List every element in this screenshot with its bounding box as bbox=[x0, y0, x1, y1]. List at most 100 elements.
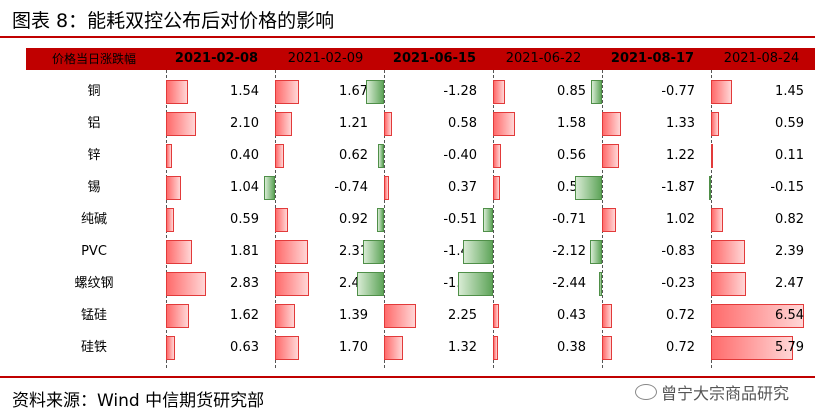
value-bar bbox=[711, 144, 713, 168]
value-bar bbox=[275, 208, 289, 232]
value-bar bbox=[590, 240, 602, 264]
value-label: -0.71 bbox=[552, 212, 586, 227]
value-label: 0.63 bbox=[230, 340, 259, 355]
value-bar bbox=[275, 144, 284, 168]
value-bar bbox=[458, 272, 493, 296]
value-label: -2.12 bbox=[552, 244, 586, 259]
value-bar bbox=[384, 336, 403, 360]
row-label: 螺纹钢 bbox=[74, 276, 114, 291]
value-label: -1.28 bbox=[443, 84, 477, 99]
value-label: 2.25 bbox=[448, 308, 477, 323]
value-label: -2.44 bbox=[552, 276, 586, 291]
row-label: 锡 bbox=[87, 180, 101, 195]
value-bar bbox=[275, 240, 308, 264]
value-bar bbox=[493, 176, 501, 200]
value-label: 0.56 bbox=[557, 148, 586, 163]
value-label: -0.83 bbox=[661, 244, 695, 259]
value-bar bbox=[708, 176, 711, 200]
value-label: 1.45 bbox=[775, 84, 804, 99]
value-label: 0.38 bbox=[557, 340, 586, 355]
value-label: 1.62 bbox=[230, 308, 259, 323]
value-label: -0.23 bbox=[661, 276, 695, 291]
value-bar bbox=[378, 144, 384, 168]
value-label: 2.10 bbox=[230, 116, 259, 131]
header-date: 2021-06-22 bbox=[505, 51, 582, 66]
value-label: 0.82 bbox=[775, 212, 804, 227]
value-bar bbox=[711, 240, 745, 264]
value-bar bbox=[493, 144, 501, 168]
value-label: 1.58 bbox=[557, 116, 586, 131]
value-label: 0.40 bbox=[230, 148, 259, 163]
value-bar bbox=[711, 80, 732, 104]
value-label: 0.92 bbox=[339, 212, 368, 227]
value-label: 0.59 bbox=[775, 116, 804, 131]
value-bar bbox=[166, 272, 207, 296]
value-label: -0.77 bbox=[661, 84, 695, 99]
value-label: 1.67 bbox=[339, 84, 368, 99]
value-label: 1.81 bbox=[230, 244, 259, 259]
value-label: 0.37 bbox=[448, 180, 477, 195]
value-label: 1.54 bbox=[230, 84, 259, 99]
value-bar bbox=[384, 176, 390, 200]
value-label: 2.47 bbox=[775, 276, 804, 291]
value-bar bbox=[275, 272, 310, 296]
value-label: -0.51 bbox=[443, 212, 477, 227]
row-label: 铝 bbox=[87, 116, 101, 131]
value-bar bbox=[602, 208, 617, 232]
value-label: 1.32 bbox=[448, 340, 477, 355]
value-bar bbox=[493, 80, 506, 104]
value-bar bbox=[166, 336, 175, 360]
value-bar bbox=[275, 112, 293, 136]
value-bar bbox=[384, 304, 416, 328]
value-bar bbox=[711, 112, 720, 136]
wechat-icon bbox=[634, 384, 657, 400]
value-bar bbox=[275, 80, 299, 104]
value-bar bbox=[166, 304, 189, 328]
value-bar bbox=[711, 208, 723, 232]
value-bar bbox=[602, 304, 613, 328]
value-bar bbox=[275, 336, 300, 360]
value-label: 0.43 bbox=[557, 308, 586, 323]
value-bar bbox=[365, 80, 384, 104]
value-label: 2.39 bbox=[775, 244, 804, 259]
header-date: 2021-08-24 bbox=[723, 51, 800, 66]
zero-axis bbox=[493, 70, 494, 368]
row-label: 硅铁 bbox=[80, 340, 107, 355]
value-bar bbox=[493, 304, 500, 328]
value-label: 1.04 bbox=[230, 180, 259, 195]
value-bar bbox=[166, 112, 196, 136]
watermark: 曾宁大宗商品研究 bbox=[634, 380, 789, 404]
value-bar bbox=[376, 208, 384, 232]
value-label: -0.74 bbox=[334, 180, 368, 195]
value-bar bbox=[166, 240, 192, 264]
value-bar bbox=[275, 304, 295, 328]
row-label: 纯碱 bbox=[80, 212, 107, 227]
header-date: 2021-08-17 bbox=[610, 51, 695, 66]
value-label: 1.70 bbox=[339, 340, 368, 355]
value-bar bbox=[363, 240, 384, 264]
row-label: 铜 bbox=[87, 84, 101, 99]
value-bar bbox=[166, 208, 175, 232]
value-label: 1.39 bbox=[339, 308, 368, 323]
value-label: -1.87 bbox=[661, 180, 695, 195]
value-label: 6.54 bbox=[775, 308, 804, 323]
value-bar bbox=[264, 176, 275, 200]
value-bar bbox=[711, 272, 747, 296]
value-bar bbox=[711, 304, 804, 328]
row-label: PVC bbox=[81, 244, 107, 259]
value-bar bbox=[384, 112, 393, 136]
value-label: 0.58 bbox=[448, 116, 477, 131]
watermark-text: 曾宁大宗商品研究 bbox=[660, 384, 789, 403]
title-bar: 图表 8：能耗双控公布后对价格的影响 bbox=[0, 0, 815, 38]
row-label: 锌 bbox=[87, 148, 101, 163]
value-bar bbox=[482, 208, 493, 232]
header-date: 2021-02-08 bbox=[174, 51, 259, 66]
value-bar bbox=[602, 336, 613, 360]
value-bar bbox=[598, 272, 602, 296]
value-label: 0.62 bbox=[339, 148, 368, 163]
row-label: 锰硅 bbox=[80, 308, 107, 323]
value-bar bbox=[166, 176, 181, 200]
value-label: 0.72 bbox=[666, 340, 695, 355]
value-bar bbox=[711, 336, 794, 360]
header-date: 2021-06-15 bbox=[392, 51, 477, 66]
